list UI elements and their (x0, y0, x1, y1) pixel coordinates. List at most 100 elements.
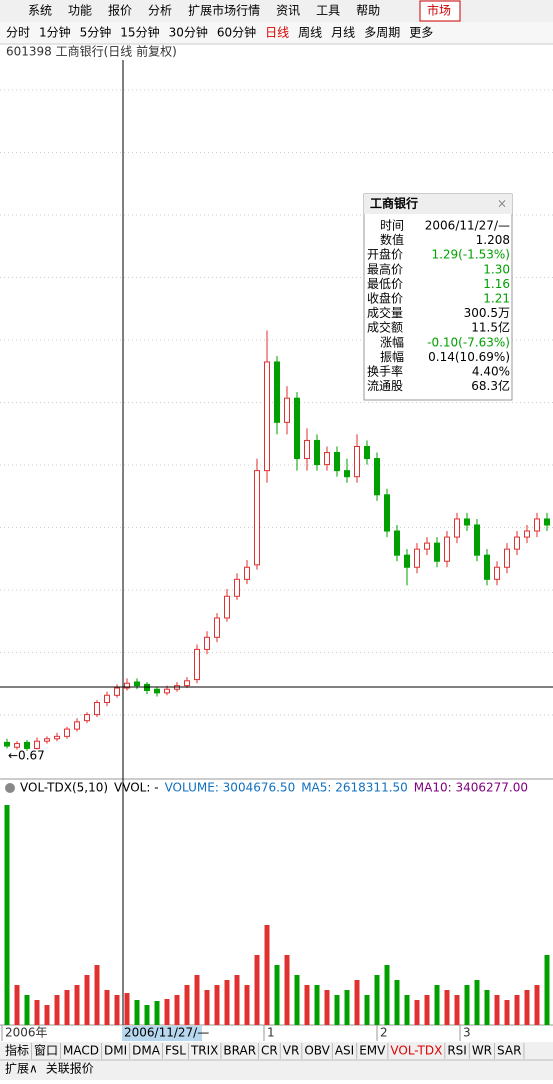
menu-item[interactable]: 工具 (316, 4, 340, 18)
x-label: 2006年 (5, 1026, 48, 1040)
candle-body (234, 578, 240, 597)
period-tab[interactable]: 月线 (331, 26, 355, 40)
menu-active-bg (419, 0, 461, 22)
menu-item[interactable]: 扩展市场行情 (188, 3, 260, 18)
candle-body (74, 721, 80, 730)
info-label: 涨幅 (380, 334, 404, 349)
indicator-tab[interactable]: ASI (335, 1044, 354, 1058)
indicator-tab[interactable]: SAR (497, 1044, 521, 1058)
volume-legend: VOLUME: 3004676.50 (165, 781, 296, 795)
candle-body (424, 542, 430, 550)
indicator-tab[interactable]: RSI (447, 1044, 467, 1058)
info-value: 300.5万 (464, 306, 510, 320)
info-value: 2006/11/27/— (425, 219, 510, 233)
menu-item[interactable]: 资讯 (276, 4, 300, 18)
candle-body (394, 530, 400, 556)
candle-body (284, 397, 290, 423)
indicator-tab[interactable]: CR (261, 1044, 278, 1058)
close-btn[interactable]: × (497, 197, 507, 211)
menu-item[interactable]: 功能 (68, 4, 92, 18)
period-tab[interactable]: 60分钟 (217, 25, 256, 40)
menu-item[interactable]: 系统 (28, 4, 52, 18)
candle-body (444, 536, 450, 562)
indicator-tab[interactable]: FSL (165, 1044, 186, 1058)
volume-bar (384, 965, 390, 1025)
candle-body (404, 554, 410, 568)
indicator-tab[interactable]: MACD (63, 1044, 99, 1058)
volume-bar (474, 980, 480, 1025)
candle-body (64, 728, 70, 737)
indicator-tab[interactable]: WR (472, 1044, 492, 1058)
info-head (364, 194, 512, 214)
candle-body (484, 554, 490, 580)
indicator-tab[interactable]: VOL-TDX (390, 1044, 442, 1058)
volume-bar (104, 990, 110, 1025)
cursor-date-bg (122, 1026, 202, 1041)
menu-item[interactable]: 帮助 (356, 4, 380, 18)
candle-body (54, 735, 60, 740)
candle-body (524, 530, 530, 538)
volume-bar (214, 985, 220, 1025)
info-value: 4.40% (472, 365, 510, 379)
indicator-tab[interactable]: VR (283, 1044, 300, 1058)
volume-bar (494, 995, 500, 1025)
indicator-tab[interactable]: TRIX (190, 1044, 218, 1058)
period-tab[interactable]: 5分钟 (80, 25, 112, 40)
info-value: 1.208 (476, 233, 510, 247)
x-label: 1 (267, 1026, 275, 1040)
volume-bar (464, 985, 470, 1025)
volume-bar (434, 985, 440, 1025)
info-label: 数值 (380, 232, 404, 247)
candle-body (504, 548, 510, 568)
period-tab[interactable]: 周线 (298, 26, 322, 40)
candle-body (94, 702, 100, 716)
indicator-tab[interactable]: EMV (359, 1044, 386, 1058)
period-tab[interactable]: 多周期 (364, 26, 400, 40)
period-tab[interactable]: 15分钟 (120, 25, 159, 40)
volume-bar (94, 965, 100, 1025)
period-tab[interactable]: 分时 (6, 26, 30, 40)
x-label: 2 (380, 1026, 388, 1040)
volume-bar (224, 980, 230, 1025)
period-tab[interactable]: 更多 (409, 26, 433, 40)
menu-item[interactable]: 报价 (108, 3, 132, 18)
indicator-tab[interactable]: OBV (304, 1044, 330, 1058)
period-tab[interactable]: 日线 (265, 26, 289, 40)
volume-bar (84, 975, 90, 1025)
indicator-tab[interactable]: 指标 (5, 1043, 29, 1058)
indicator-tab[interactable]: BRAR (223, 1044, 256, 1058)
info-box (363, 193, 513, 401)
period-tab[interactable]: 30分钟 (169, 25, 208, 40)
indicator-tab[interactable]: 窗口 (34, 1044, 58, 1058)
cursor-date: 2006/11/27/— (124, 1026, 209, 1040)
low-label: ←0.67 (8, 749, 45, 763)
menu-item[interactable]: 分析 (148, 4, 172, 18)
footer-tab[interactable]: 扩展∧ (5, 1062, 38, 1076)
indicator-tab[interactable]: DMA (132, 1044, 161, 1058)
info-value: 1.21 (483, 292, 510, 306)
candle-body (464, 518, 470, 526)
candle-body (114, 687, 120, 696)
menu-item-active[interactable]: 市场 (427, 3, 451, 18)
candle-body (34, 740, 40, 749)
footer-tab[interactable]: 关联报价 (46, 1061, 94, 1076)
volume-bar (484, 990, 490, 1025)
candle-body (334, 452, 340, 472)
candle-body (454, 518, 460, 538)
volume-bar (114, 995, 120, 1025)
tab-area (0, 1042, 553, 1080)
info-value: 68.3亿 (471, 378, 510, 393)
volume-bar (164, 999, 170, 1025)
indicator-tab[interactable]: DMI (104, 1044, 127, 1058)
period-tab[interactable]: 1分钟 (39, 25, 71, 40)
volume-bar (334, 995, 340, 1025)
volume-bar (514, 995, 520, 1025)
info-label: 收盘价 (367, 291, 403, 306)
volume-bar (504, 1000, 510, 1025)
volume-bar (174, 995, 180, 1025)
candle-body (494, 566, 500, 580)
info-title: 工商银行 (370, 196, 418, 211)
info-value: 1.29(-1.53%) (431, 248, 510, 262)
volume-legend: VVOL: - (114, 781, 159, 795)
